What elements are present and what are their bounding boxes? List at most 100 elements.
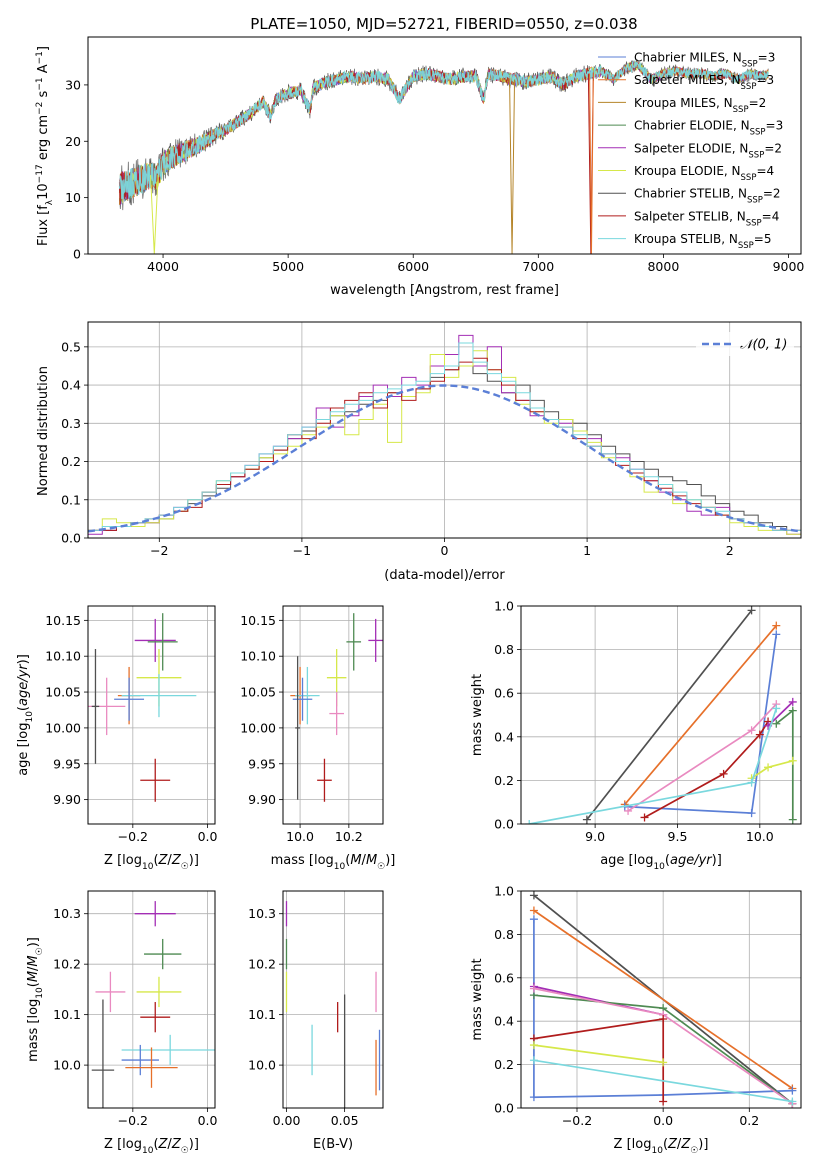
x-tick-label: 0.0 <box>198 1113 218 1128</box>
weight-marker <box>525 820 534 824</box>
legend-tail: =3 <box>766 119 784 133</box>
x-tick-label: 9.0 <box>585 829 605 844</box>
legend-entry: Kroupa ELODIE, NSSP=4 <box>634 164 774 183</box>
legend-text: Chabrier ELODIE, N <box>634 119 750 133</box>
x-axis-label-part: Z <box>158 1137 169 1152</box>
x-tick-label: 10.0 <box>286 829 314 844</box>
x-tick-label: −0.2 <box>562 1113 592 1128</box>
y-tick-label: 0.0 <box>494 1101 514 1116</box>
weight-marker <box>788 1097 797 1106</box>
legend-entry: Kroupa STELIB, NSSP=5 <box>634 232 772 251</box>
x-axis-label-part: )] <box>189 1137 199 1152</box>
x-axis-label-part: 10 <box>651 1146 663 1156</box>
y-tick-label: 0.0 <box>61 531 81 546</box>
x-axis-label-part: ( <box>663 1137 668 1152</box>
weight-marker <box>659 1015 668 1024</box>
y-tick-label: 9.95 <box>53 756 81 771</box>
legend-sub: SSP <box>738 241 754 251</box>
y-axis-label-part: / <box>26 966 41 971</box>
weight-marker <box>747 606 756 615</box>
spectrum-panel: 4000 5000 6000 7000 8000 9000 0 10 20 30 wavelengt… <box>35 36 804 298</box>
mass-weight-vs-metallicity-panel: −0.2 0.0 0.20.00.20.40.60.81.0Z [log10(Z/Z… <box>470 884 802 1156</box>
x-tick-label: 0.0 <box>653 1113 673 1128</box>
y-tick-label: 0.8 <box>494 927 514 942</box>
y-axis-label-part: M <box>26 971 41 982</box>
weight-marker <box>582 815 591 824</box>
weight-marker <box>772 621 781 630</box>
legend-sub: SSP <box>742 60 758 70</box>
x-axis-label-part: Z <box>171 1137 182 1152</box>
legend-sub: SSP <box>741 82 757 92</box>
legend-tail: =3 <box>756 73 774 87</box>
weight-line <box>533 1059 793 1103</box>
y-axis-label-part: )] <box>16 654 31 664</box>
legend-sub: SSP <box>746 218 762 228</box>
x-tick-label: 7000 <box>522 259 554 274</box>
x-axis-label-part: 10 <box>653 862 665 872</box>
legend-entry: Salpeter ELODIE, NSSP=2 <box>634 141 782 160</box>
y-tick-label: 0.4 <box>494 1014 514 1029</box>
x-axis-label-part: ☉ <box>181 862 189 872</box>
y-axis-label-part: M <box>26 955 41 966</box>
weight-marker <box>747 778 756 787</box>
y-axis-label-part: age [log <box>16 723 31 776</box>
x-axis-label-part: 10 <box>334 862 346 872</box>
plot-area <box>525 606 797 824</box>
legend-text: Salpeter MILES, N <box>634 73 741 87</box>
x-axis-label-part: Z <box>667 1137 678 1152</box>
axes-frame <box>87 36 802 255</box>
y-axis-label: age [log10(age/yr)] <box>16 654 35 776</box>
weight-marker <box>755 730 764 739</box>
y-tick-label: 0.1 <box>61 492 81 507</box>
weight-marker <box>659 1097 668 1106</box>
x-axis-label-part: )] <box>712 853 722 868</box>
gaussian-curve <box>88 384 801 533</box>
weight-marker <box>788 756 797 765</box>
y-axis-label-part: −17 <box>35 164 45 183</box>
y-tick-label: 10.15 <box>240 613 276 628</box>
y-tick-label: 10.1 <box>53 1007 81 1022</box>
legend-text: Kroupa STELIB, N <box>634 232 738 246</box>
y-axis-label-part: Flux [f <box>36 205 51 246</box>
y-axis-label-part: −2 <box>35 102 45 115</box>
weight-marker <box>788 815 797 824</box>
legend-text: Chabrier STELIB, N <box>634 187 747 201</box>
y-axis-label-part: )] <box>26 937 41 947</box>
y-axis-label-part: ☉ <box>35 947 45 955</box>
y-tick-label: 10.00 <box>240 720 276 735</box>
legend-text: Kroupa ELODIE, N <box>634 164 741 178</box>
y-tick-label: 10.2 <box>248 957 276 972</box>
y-tick-label: 0.6 <box>494 970 514 985</box>
axes-frame <box>87 890 216 1109</box>
y-tick-label: 0.8 <box>494 642 514 657</box>
y-axis-label-part: mass [log <box>26 999 41 1062</box>
weight-marker <box>529 915 538 924</box>
mass-vs-metallicity-panel: −0.2 0.010.010.110.210.3Z [log10(Z/Z☉)]ma… <box>26 890 218 1156</box>
x-tick-label: 10.2 <box>335 829 363 844</box>
y-tick-label: 10.0 <box>53 1058 81 1073</box>
x-tick-label: −1 <box>293 543 311 558</box>
legend-sub: SSP <box>747 196 763 206</box>
x-axis-label: (data-model)/error <box>384 568 505 583</box>
legend-sub: SSP <box>733 105 749 115</box>
x-axis-label: Z [log10(Z/Z☉)] <box>104 1137 199 1156</box>
y-axis-label-part: 10 <box>25 711 35 723</box>
x-axis-label-part: ☉ <box>181 1146 189 1156</box>
legend-tail: =2 <box>764 141 782 155</box>
x-axis-label-part: ☉ <box>377 862 385 872</box>
y-tick-label: 10.10 <box>45 649 81 664</box>
x-axis-label-part: 10 <box>142 1146 154 1156</box>
axes-frame <box>282 890 384 1109</box>
x-tick-label: 0 <box>441 543 449 558</box>
legend-sub: SSP <box>741 173 757 183</box>
plot-area <box>290 613 383 802</box>
x-axis-label: age [log10(age/yr)] <box>600 853 722 872</box>
weight-line <box>533 1044 664 1064</box>
x-axis-label-part: )] <box>189 853 199 868</box>
y-tick-label: 0 <box>73 247 81 262</box>
x-tick-label: 2 <box>726 543 734 558</box>
x-tick-label: 4000 <box>147 259 179 274</box>
legend-entry: Chabrier STELIB, NSSP=2 <box>634 187 781 206</box>
weight-marker <box>624 806 633 815</box>
y-tick-label: 10.10 <box>240 649 276 664</box>
